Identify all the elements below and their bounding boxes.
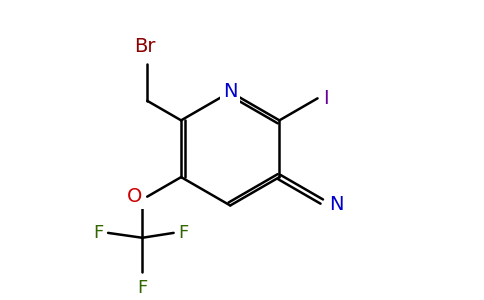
Text: O: O xyxy=(127,187,142,206)
Text: F: F xyxy=(137,279,148,297)
Text: N: N xyxy=(223,82,238,101)
Text: F: F xyxy=(93,224,103,242)
Text: I: I xyxy=(323,89,329,108)
Text: Br: Br xyxy=(135,37,156,56)
Text: N: N xyxy=(330,195,344,214)
Text: F: F xyxy=(179,224,189,242)
